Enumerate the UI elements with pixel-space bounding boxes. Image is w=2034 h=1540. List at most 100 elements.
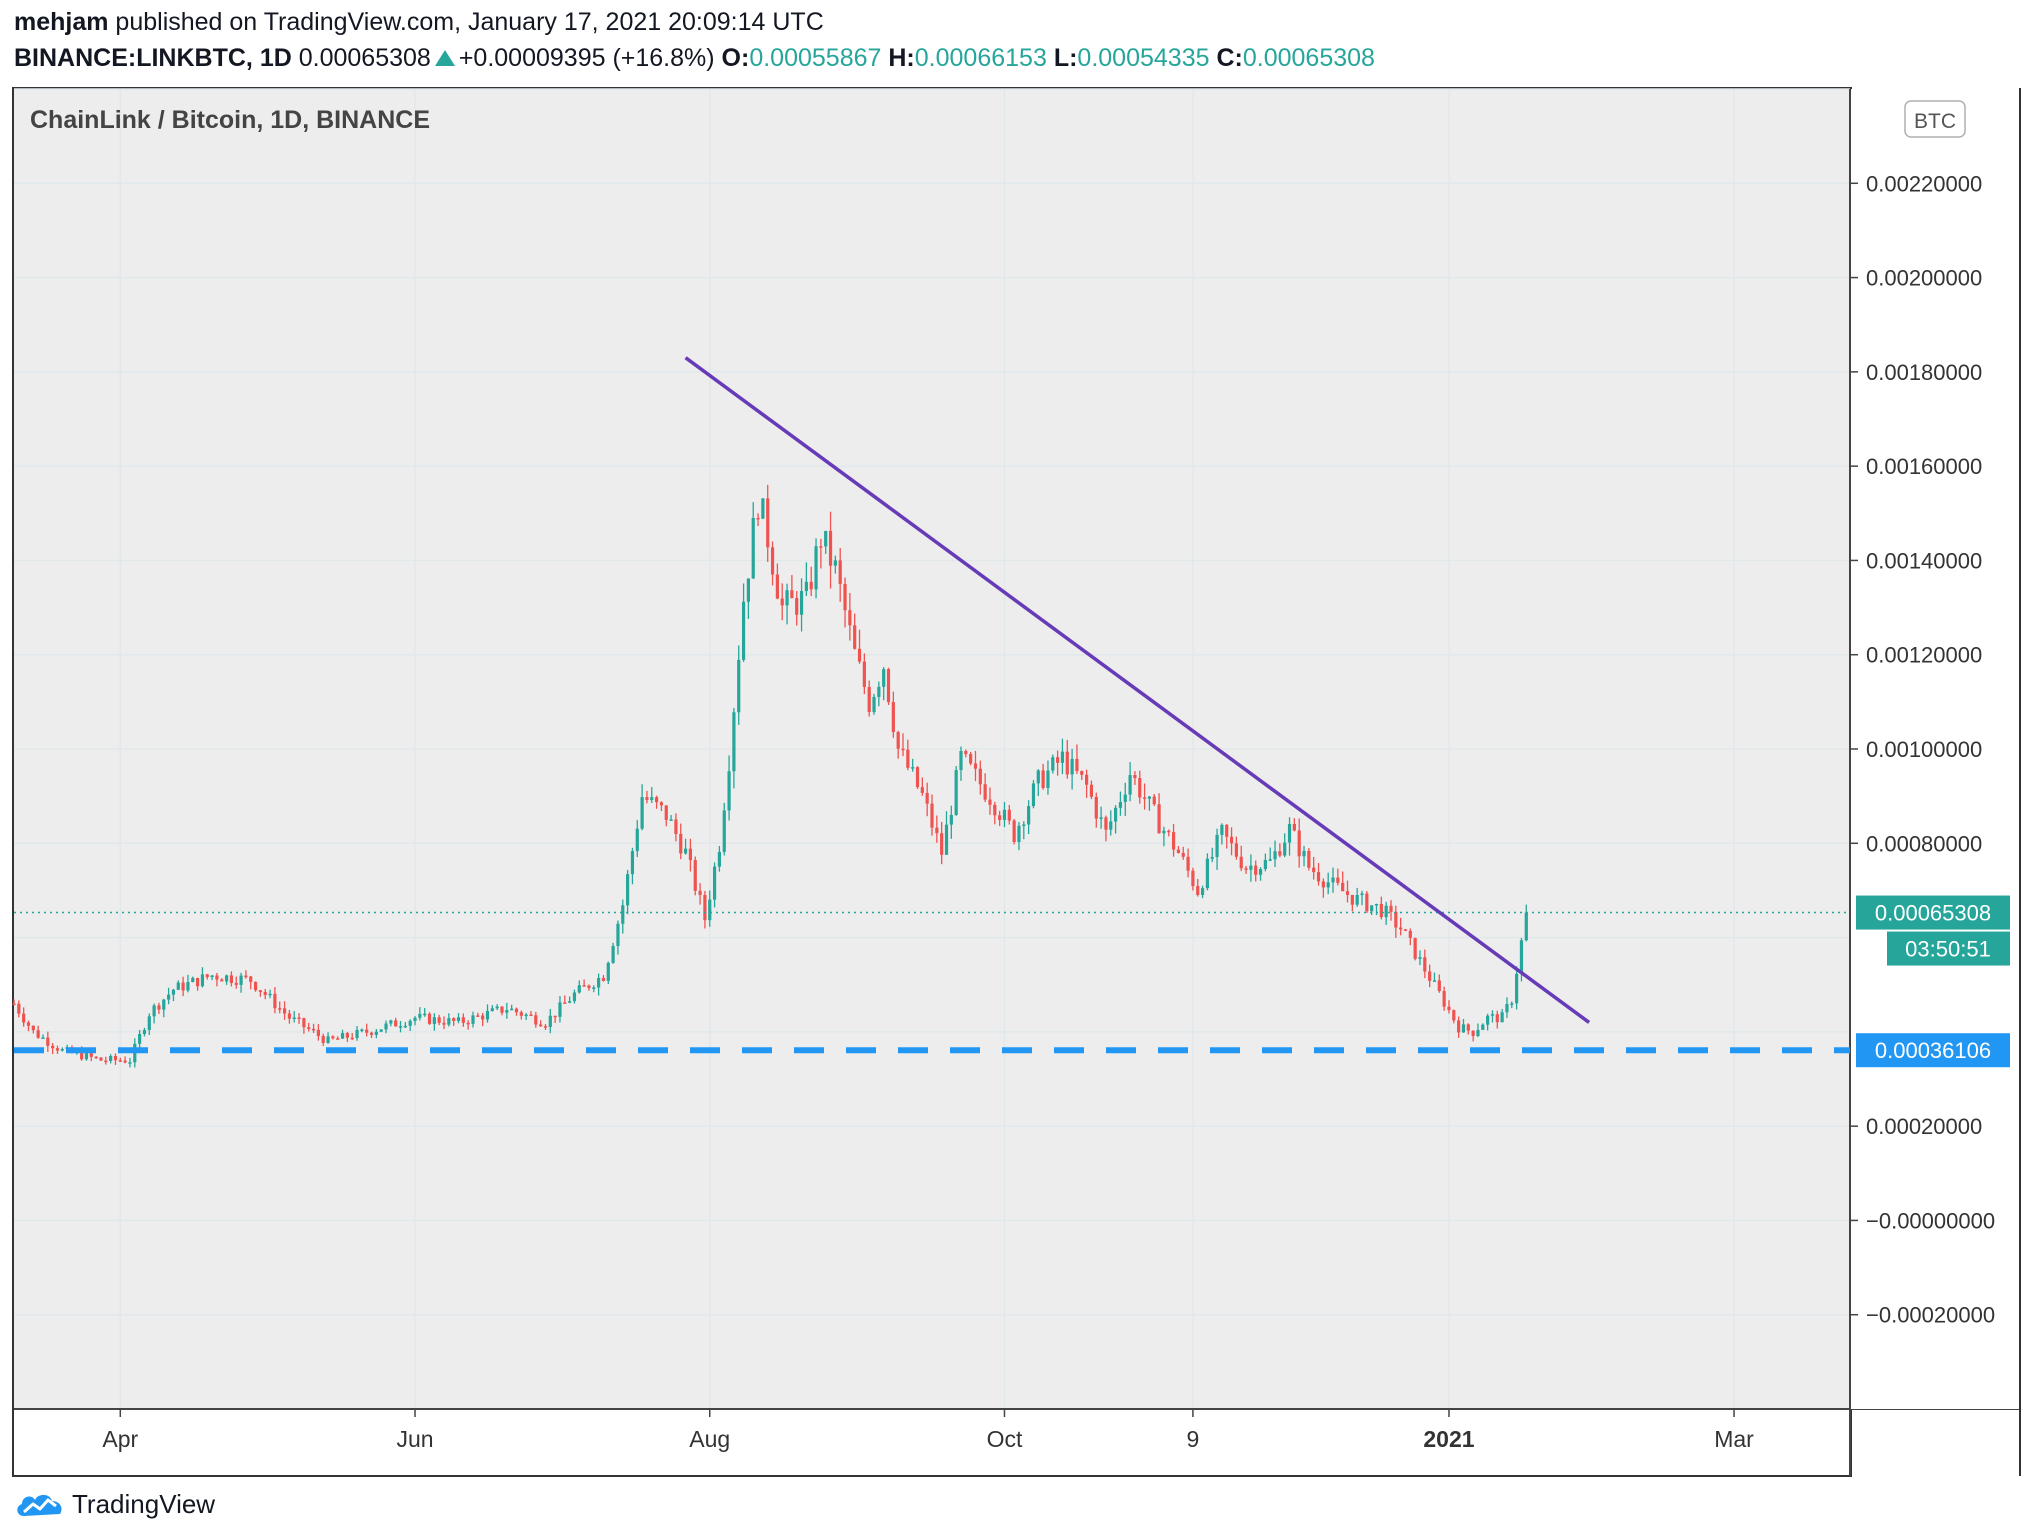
candle-body <box>688 848 693 861</box>
candle-body <box>481 1015 485 1020</box>
open-label: O: <box>721 44 750 72</box>
candle-body <box>1254 865 1258 875</box>
price-tick-label: 0.00100000 <box>1866 737 1982 762</box>
candle-body <box>485 1011 490 1020</box>
candle-body <box>582 985 586 987</box>
candle-body <box>553 1015 557 1018</box>
candle-body <box>519 1012 523 1016</box>
candle-body <box>84 1053 89 1060</box>
support-price-tag <box>1856 1033 2010 1068</box>
candle-body <box>1157 804 1161 834</box>
candle-body <box>824 530 828 547</box>
price-tick-label: 0.00140000 <box>1866 548 1982 573</box>
candle-body <box>258 990 263 992</box>
candle-body <box>1022 824 1026 826</box>
candle-body <box>1476 1029 1480 1037</box>
candle-body <box>558 1002 562 1017</box>
candle-body <box>1461 1024 1466 1033</box>
candle-body <box>964 751 968 755</box>
candle-body <box>442 1022 446 1025</box>
candle-body <box>833 560 837 566</box>
candle-body <box>1002 809 1007 820</box>
candle-body <box>1196 886 1200 895</box>
candle-body <box>490 1008 494 1012</box>
candle-body <box>461 1017 465 1023</box>
candle-body <box>495 1006 499 1009</box>
candle-body <box>650 797 654 800</box>
chart-title: ChainLink / Bitcoin, 1D, BINANCE <box>30 106 430 134</box>
candle-body <box>674 819 678 834</box>
candle-body <box>708 899 712 921</box>
candle-body <box>698 890 702 895</box>
candle-body <box>229 975 234 983</box>
candle-body <box>1471 1030 1475 1037</box>
candle-body <box>626 874 630 906</box>
candle-body <box>17 1003 21 1014</box>
candle-body <box>1428 971 1432 981</box>
candle-body <box>727 771 731 811</box>
candle-body <box>413 1017 417 1021</box>
candle-body <box>896 732 900 749</box>
candle-body <box>167 994 171 1000</box>
candle-body <box>770 547 775 575</box>
currency-badge[interactable] <box>1904 100 1966 138</box>
candle-body <box>94 1056 98 1059</box>
candle-body <box>1118 802 1123 808</box>
candle-body <box>930 803 934 828</box>
candle-body <box>548 1015 552 1027</box>
tradingview-logo[interactable]: TradingView <box>14 1488 215 1520</box>
candle-body <box>693 860 697 891</box>
candle-body <box>1287 823 1292 843</box>
candle-body <box>1365 893 1369 912</box>
candle-body <box>1515 973 1519 1004</box>
candle-body <box>1128 774 1132 795</box>
candle-body <box>394 1020 398 1027</box>
candle-body <box>1389 905 1393 912</box>
candle-body <box>311 1028 316 1031</box>
candle-body <box>1519 940 1524 974</box>
candle-body <box>331 1036 335 1039</box>
candle-body <box>249 976 253 982</box>
candle-body <box>587 985 591 989</box>
candle-body <box>1399 927 1403 930</box>
candle-body <box>703 894 707 921</box>
candle-body <box>814 546 818 590</box>
candle-body <box>466 1022 470 1025</box>
candle-body <box>751 517 755 579</box>
candle-body <box>756 517 760 520</box>
price-tick-label: 0.00020000 <box>1866 1114 1982 1139</box>
candle-body <box>171 989 176 995</box>
candle-body <box>307 1027 311 1029</box>
candle-body <box>471 1015 475 1024</box>
candle-body <box>408 1020 412 1026</box>
trend-line[interactable] <box>684 356 1591 1024</box>
candle-body <box>1239 856 1243 869</box>
candle-body <box>920 787 924 793</box>
candle-body <box>911 767 915 769</box>
candle-body <box>326 1036 330 1043</box>
close-label: C: <box>1216 44 1243 72</box>
candle-body <box>403 1025 407 1028</box>
candle-body <box>597 977 601 988</box>
candle-body <box>669 819 673 821</box>
candle-body <box>524 1014 528 1017</box>
candle-body <box>1283 842 1287 856</box>
candle-body <box>379 1029 383 1032</box>
candle-body <box>162 999 166 1010</box>
candle-body <box>89 1053 93 1057</box>
candle-body <box>1186 856 1190 871</box>
currency-badge-label: BTC <box>1914 110 1956 133</box>
candle-body <box>510 1008 514 1011</box>
candle-body <box>1181 852 1185 857</box>
candle-body <box>316 1029 320 1036</box>
candle-body <box>886 669 891 702</box>
candle-body <box>423 1013 427 1016</box>
candle-body <box>345 1033 349 1038</box>
candle-body <box>732 712 736 772</box>
candle-body <box>838 560 842 584</box>
candle-body <box>655 797 659 803</box>
price-axis-area[interactable] <box>1851 89 2019 1409</box>
author-name[interactable]: mehjam <box>14 8 109 36</box>
candle-body <box>253 981 258 991</box>
